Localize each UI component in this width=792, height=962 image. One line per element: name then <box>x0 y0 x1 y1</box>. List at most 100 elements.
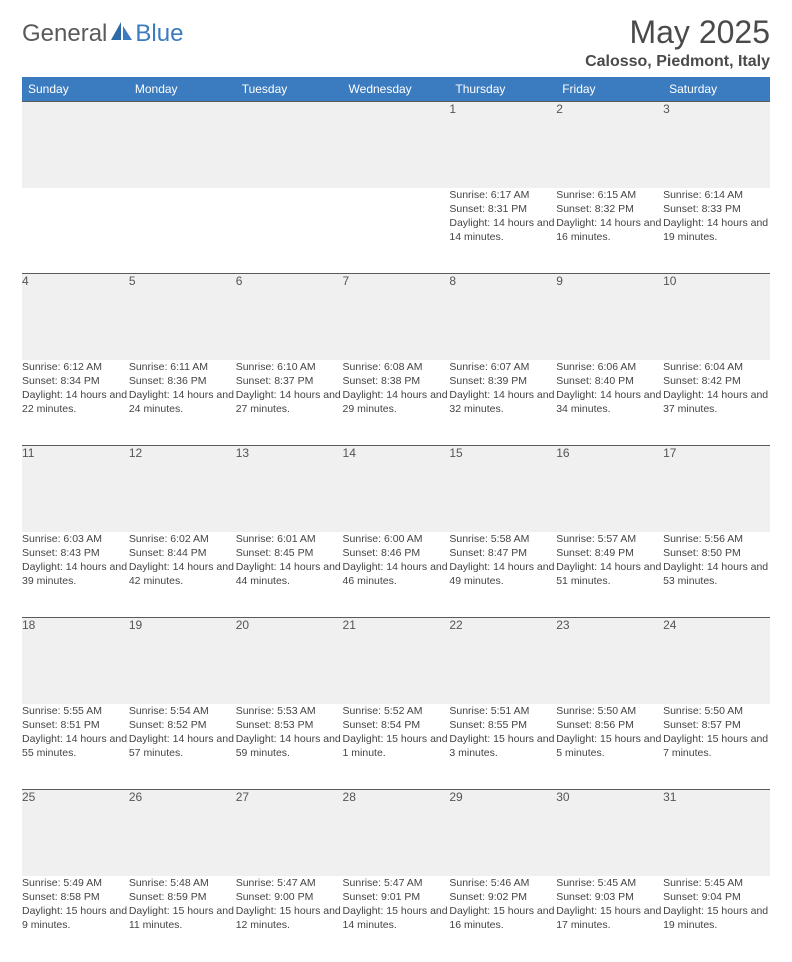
daylight-line: Daylight: 14 hours and 16 minutes. <box>556 216 663 244</box>
weekday-header: Thursday <box>449 77 556 102</box>
sunrise-line: Sunrise: 5:51 AM <box>449 704 556 718</box>
day-number-row: 18192021222324 <box>22 618 770 704</box>
day-number-cell: 8 <box>449 274 556 360</box>
day-content-cell: Sunrise: 6:03 AMSunset: 8:43 PMDaylight:… <box>22 532 129 618</box>
sunset-line: Sunset: 8:43 PM <box>22 546 129 560</box>
day-content-cell: Sunrise: 5:46 AMSunset: 9:02 PMDaylight:… <box>449 876 556 962</box>
day-content-cell: Sunrise: 5:53 AMSunset: 8:53 PMDaylight:… <box>236 704 343 790</box>
weekday-header: Tuesday <box>236 77 343 102</box>
sunset-line: Sunset: 8:47 PM <box>449 546 556 560</box>
day-number-cell: 13 <box>236 446 343 532</box>
day-content-cell: Sunrise: 5:57 AMSunset: 8:49 PMDaylight:… <box>556 532 663 618</box>
daylight-line: Daylight: 14 hours and 49 minutes. <box>449 560 556 588</box>
day-number-cell: 20 <box>236 618 343 704</box>
daylight-line: Daylight: 15 hours and 3 minutes. <box>449 732 556 760</box>
daylight-line: Daylight: 15 hours and 7 minutes. <box>663 732 770 760</box>
daylight-line: Daylight: 14 hours and 27 minutes. <box>236 388 343 416</box>
day-content-cell <box>236 188 343 274</box>
day-number-cell: 31 <box>663 790 770 876</box>
day-content-cell <box>22 188 129 274</box>
logo-text-main: General <box>22 20 107 48</box>
day-number-cell <box>22 102 129 188</box>
day-content-cell: Sunrise: 6:08 AMSunset: 8:38 PMDaylight:… <box>343 360 450 446</box>
sunset-line: Sunset: 8:34 PM <box>22 374 129 388</box>
daylight-line: Daylight: 14 hours and 29 minutes. <box>343 388 450 416</box>
sunrise-line: Sunrise: 5:57 AM <box>556 532 663 546</box>
day-number-cell: 12 <box>129 446 236 532</box>
sunset-line: Sunset: 8:59 PM <box>129 890 236 904</box>
sunrise-line: Sunrise: 5:45 AM <box>663 876 770 890</box>
day-number-cell: 24 <box>663 618 770 704</box>
day-number-cell: 27 <box>236 790 343 876</box>
sunset-line: Sunset: 8:52 PM <box>129 718 236 732</box>
day-number-cell: 19 <box>129 618 236 704</box>
day-content-cell: Sunrise: 5:48 AMSunset: 8:59 PMDaylight:… <box>129 876 236 962</box>
day-number-row: 123 <box>22 102 770 188</box>
daylight-line: Daylight: 15 hours and 9 minutes. <box>22 904 129 932</box>
day-number-cell: 17 <box>663 446 770 532</box>
sunset-line: Sunset: 8:40 PM <box>556 374 663 388</box>
sunrise-line: Sunrise: 6:10 AM <box>236 360 343 374</box>
daylight-line: Daylight: 15 hours and 12 minutes. <box>236 904 343 932</box>
day-number-cell <box>236 102 343 188</box>
day-content-cell: Sunrise: 5:47 AMSunset: 9:01 PMDaylight:… <box>343 876 450 962</box>
sunset-line: Sunset: 8:49 PM <box>556 546 663 560</box>
daylight-line: Daylight: 14 hours and 34 minutes. <box>556 388 663 416</box>
sunrise-line: Sunrise: 5:50 AM <box>556 704 663 718</box>
sunrise-line: Sunrise: 5:54 AM <box>129 704 236 718</box>
day-content-row: Sunrise: 5:49 AMSunset: 8:58 PMDaylight:… <box>22 876 770 962</box>
sunrise-line: Sunrise: 5:52 AM <box>343 704 450 718</box>
day-number-cell: 30 <box>556 790 663 876</box>
daylight-line: Daylight: 15 hours and 17 minutes. <box>556 904 663 932</box>
location: Calosso, Piedmont, Italy <box>585 53 770 71</box>
sunset-line: Sunset: 9:04 PM <box>663 890 770 904</box>
day-content-cell: Sunrise: 6:01 AMSunset: 8:45 PMDaylight:… <box>236 532 343 618</box>
sunset-line: Sunset: 8:45 PM <box>236 546 343 560</box>
day-content-cell: Sunrise: 5:45 AMSunset: 9:03 PMDaylight:… <box>556 876 663 962</box>
day-content-cell: Sunrise: 5:50 AMSunset: 8:56 PMDaylight:… <box>556 704 663 790</box>
logo-sail-icon <box>111 22 133 47</box>
daylight-line: Daylight: 14 hours and 55 minutes. <box>22 732 129 760</box>
day-number-cell: 23 <box>556 618 663 704</box>
logo: General Blue <box>22 14 183 48</box>
daylight-line: Daylight: 15 hours and 1 minute. <box>343 732 450 760</box>
sunrise-line: Sunrise: 6:02 AM <box>129 532 236 546</box>
header: General Blue May 2025 Calosso, Piedmont,… <box>22 14 770 71</box>
day-number-cell: 10 <box>663 274 770 360</box>
sunrise-line: Sunrise: 6:17 AM <box>449 188 556 202</box>
sunrise-line: Sunrise: 6:01 AM <box>236 532 343 546</box>
day-content-cell: Sunrise: 6:02 AMSunset: 8:44 PMDaylight:… <box>129 532 236 618</box>
sunset-line: Sunset: 8:31 PM <box>449 202 556 216</box>
daylight-line: Daylight: 14 hours and 46 minutes. <box>343 560 450 588</box>
day-number-cell: 4 <box>22 274 129 360</box>
sunset-line: Sunset: 9:01 PM <box>343 890 450 904</box>
day-number-cell: 25 <box>22 790 129 876</box>
day-number-cell: 1 <box>449 102 556 188</box>
day-number-cell: 16 <box>556 446 663 532</box>
day-content-cell: Sunrise: 5:54 AMSunset: 8:52 PMDaylight:… <box>129 704 236 790</box>
sunrise-line: Sunrise: 5:48 AM <box>129 876 236 890</box>
daylight-line: Daylight: 15 hours and 14 minutes. <box>343 904 450 932</box>
day-content-cell: Sunrise: 5:55 AMSunset: 8:51 PMDaylight:… <box>22 704 129 790</box>
sunset-line: Sunset: 8:56 PM <box>556 718 663 732</box>
day-content-cell: Sunrise: 6:07 AMSunset: 8:39 PMDaylight:… <box>449 360 556 446</box>
day-number-cell: 9 <box>556 274 663 360</box>
day-number-cell: 26 <box>129 790 236 876</box>
sunrise-line: Sunrise: 6:12 AM <box>22 360 129 374</box>
sunset-line: Sunset: 9:03 PM <box>556 890 663 904</box>
daylight-line: Daylight: 15 hours and 16 minutes. <box>449 904 556 932</box>
sunset-line: Sunset: 8:58 PM <box>22 890 129 904</box>
calendar-body: 123Sunrise: 6:17 AMSunset: 8:31 PMDaylig… <box>22 102 770 962</box>
daylight-line: Daylight: 14 hours and 22 minutes. <box>22 388 129 416</box>
day-number-row: 25262728293031 <box>22 790 770 876</box>
sunrise-line: Sunrise: 5:47 AM <box>343 876 450 890</box>
day-number-cell: 22 <box>449 618 556 704</box>
day-number-cell: 15 <box>449 446 556 532</box>
daylight-line: Daylight: 14 hours and 44 minutes. <box>236 560 343 588</box>
daylight-line: Daylight: 14 hours and 57 minutes. <box>129 732 236 760</box>
sunset-line: Sunset: 8:51 PM <box>22 718 129 732</box>
weekday-header: Monday <box>129 77 236 102</box>
day-number-cell: 21 <box>343 618 450 704</box>
daylight-line: Daylight: 14 hours and 39 minutes. <box>22 560 129 588</box>
daylight-line: Daylight: 14 hours and 14 minutes. <box>449 216 556 244</box>
